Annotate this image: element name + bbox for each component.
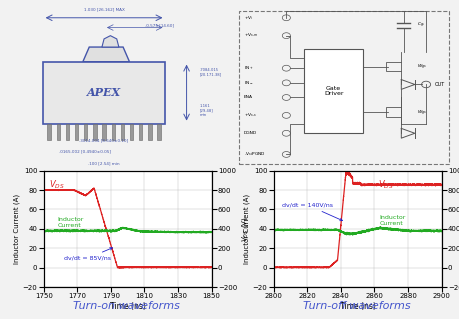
Text: Inductor
Current: Inductor Current: [379, 215, 405, 226]
Text: .100 [2.54] min: .100 [2.54] min: [88, 161, 120, 165]
Text: .3014.004 [8.640±0.10]: .3014.004 [8.640±0.10]: [79, 138, 129, 142]
Text: Turn-on waveforms: Turn-on waveforms: [73, 301, 179, 311]
Bar: [120, 123, 124, 140]
Text: IN$_+$: IN$_+$: [243, 64, 252, 72]
Text: $W_{gs}$: $W_{gs}$: [416, 108, 426, 116]
Bar: [304, 49, 362, 133]
Bar: [129, 123, 133, 140]
Y-axis label: Inductor Current (A): Inductor Current (A): [13, 194, 20, 264]
Bar: [148, 123, 151, 140]
X-axis label: Time (ns): Time (ns): [339, 302, 375, 311]
Bar: [66, 123, 69, 140]
Bar: [47, 123, 50, 140]
Text: Gate
Driver: Gate Driver: [323, 85, 343, 96]
Bar: [56, 123, 60, 140]
Text: Turn-off waveforms: Turn-off waveforms: [302, 301, 409, 311]
X-axis label: Time (ns): Time (ns): [110, 302, 145, 311]
Y-axis label: Inductor Current (A): Inductor Current (A): [243, 194, 249, 264]
Text: $W_{gs}$: $W_{gs}$: [416, 62, 426, 71]
Text: $C_{gs}$: $C_{gs}$: [416, 20, 425, 29]
Text: Inductor
Current: Inductor Current: [57, 217, 84, 228]
Bar: [102, 123, 106, 140]
Bar: [84, 123, 87, 140]
Text: $V_{DS}$: $V_{DS}$: [377, 178, 393, 191]
Bar: [43, 62, 165, 123]
Bar: [385, 107, 400, 117]
Y-axis label: $V_{DS}$ (V): $V_{DS}$ (V): [239, 216, 249, 242]
Text: 1.030 [26.162] MAX: 1.030 [26.162] MAX: [84, 7, 124, 11]
Bar: [139, 123, 142, 140]
Bar: [157, 123, 160, 140]
Text: ENA: ENA: [243, 95, 252, 100]
Text: IN$_-$: IN$_-$: [243, 79, 252, 86]
Text: dv/dt = 140V/ns: dv/dt = 140V/ns: [281, 203, 342, 221]
Text: DGND: DGND: [243, 131, 256, 135]
Text: .0165.002 [0.4940±0.05]: .0165.002 [0.4940±0.05]: [59, 150, 111, 154]
Bar: [75, 123, 78, 140]
Polygon shape: [83, 47, 129, 62]
Text: +V$_{s,s}$: +V$_{s,s}$: [243, 112, 257, 119]
Text: .0.575 [14.60]: .0.575 [14.60]: [144, 23, 173, 27]
Bar: [385, 62, 400, 71]
Polygon shape: [102, 36, 118, 47]
Text: -V$_s$/PGND: -V$_s$/PGND: [243, 151, 265, 158]
Text: 1.161
[29.48]
min: 1.161 [29.48] min: [199, 104, 213, 117]
Text: dv/dt = 85V/ns: dv/dt = 85V/ns: [64, 248, 112, 261]
Bar: [111, 123, 115, 140]
Text: .7084.015
[20.171.38]: .7084.015 [20.171.38]: [199, 68, 221, 77]
Text: +V$_i$: +V$_i$: [243, 14, 252, 22]
Text: $V_{DS}$: $V_{DS}$: [49, 178, 64, 191]
Text: OUT: OUT: [434, 82, 444, 87]
Bar: [93, 123, 96, 140]
Text: APEX: APEX: [87, 87, 121, 98]
Text: +V$_{s,m}$: +V$_{s,m}$: [243, 32, 257, 40]
